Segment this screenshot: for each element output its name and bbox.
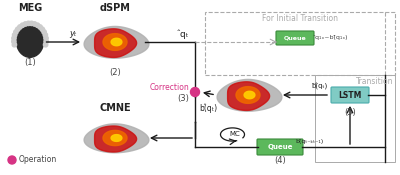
Circle shape	[44, 36, 48, 40]
Text: Queue: Queue	[284, 36, 306, 40]
Polygon shape	[244, 91, 255, 99]
Circle shape	[8, 156, 16, 164]
Circle shape	[29, 21, 34, 26]
Text: b(̂qₜ): b(̂qₜ)	[199, 103, 217, 113]
Circle shape	[18, 25, 22, 29]
Polygon shape	[111, 38, 122, 46]
Polygon shape	[95, 126, 136, 152]
Polygon shape	[111, 135, 122, 141]
FancyBboxPatch shape	[257, 139, 303, 155]
Text: LSTM: LSTM	[338, 90, 362, 100]
Circle shape	[20, 23, 25, 27]
Polygon shape	[84, 26, 149, 58]
Circle shape	[35, 23, 40, 27]
Circle shape	[40, 27, 44, 32]
Circle shape	[12, 33, 17, 37]
Circle shape	[14, 30, 18, 34]
Text: For Initial Transition: For Initial Transition	[262, 14, 338, 23]
Circle shape	[42, 30, 46, 34]
Text: (5): (5)	[344, 107, 356, 117]
Text: Operation: Operation	[19, 156, 57, 164]
Text: (4): (4)	[274, 156, 286, 164]
Circle shape	[190, 88, 200, 96]
Circle shape	[38, 25, 42, 29]
Text: Correction: Correction	[149, 83, 189, 93]
Text: (3): (3)	[177, 93, 189, 103]
Circle shape	[12, 36, 16, 40]
Polygon shape	[103, 34, 127, 50]
Text: CMNE: CMNE	[99, 103, 131, 113]
Polygon shape	[103, 130, 127, 146]
Text: MC: MC	[229, 131, 240, 138]
Circle shape	[44, 39, 48, 44]
Circle shape	[12, 39, 16, 44]
Text: MEG: MEG	[18, 3, 42, 13]
Circle shape	[32, 22, 37, 26]
Polygon shape	[217, 79, 282, 111]
Text: Transition: Transition	[356, 77, 393, 86]
Circle shape	[12, 43, 17, 47]
Circle shape	[23, 22, 28, 26]
Circle shape	[26, 21, 31, 26]
Text: b(̂qₜ₋ₖₜ₋₁): b(̂qₜ₋ₖₜ₋₁)	[296, 138, 324, 144]
Circle shape	[43, 43, 48, 47]
Text: ƀ(̂qₜ): ƀ(̂qₜ)	[312, 83, 328, 90]
Text: Queue: Queue	[267, 144, 293, 150]
Text: ̂q₁ₓ~b(̂q₁ₓ): ̂q₁ₓ~b(̂q₁ₓ)	[316, 36, 348, 40]
Text: (2): (2)	[109, 68, 121, 76]
FancyBboxPatch shape	[276, 31, 314, 45]
Polygon shape	[228, 82, 270, 110]
Polygon shape	[95, 29, 136, 57]
Polygon shape	[236, 87, 260, 103]
Text: dSPM: dSPM	[100, 3, 130, 13]
Polygon shape	[84, 124, 149, 153]
Circle shape	[43, 33, 48, 37]
Text: ̂qₜ: ̂qₜ	[181, 29, 189, 39]
Text: yₜ: yₜ	[69, 30, 76, 38]
Ellipse shape	[16, 25, 44, 57]
Circle shape	[16, 27, 20, 32]
FancyBboxPatch shape	[331, 87, 369, 103]
Text: (1): (1)	[24, 58, 36, 66]
